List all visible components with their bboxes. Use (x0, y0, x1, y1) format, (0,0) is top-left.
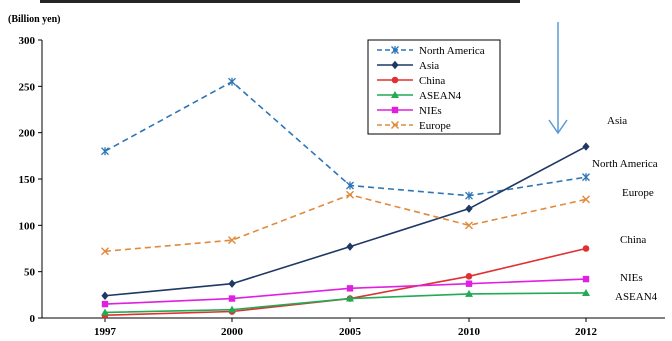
marker-stroke (582, 195, 590, 204)
y-tick-label: 300 (19, 35, 36, 47)
data-point-asia (101, 291, 109, 300)
legend-item-china: China (377, 75, 445, 87)
end-label-nies: NIEs (620, 272, 643, 284)
legend-swatch-marker (391, 106, 399, 114)
data-point-asean4 (582, 288, 590, 296)
series-line-asean4 (104, 292, 587, 314)
axes: 0 50 100 150 200 250 300 1997 2000 2005 2010 2012 (19, 35, 665, 338)
series-lines (101, 77, 590, 319)
y-tick-label: 50 (24, 267, 36, 279)
marker-stroke (391, 121, 399, 129)
unit-label: (Billion yen) (8, 14, 61, 25)
data-point-europe (582, 195, 590, 204)
end-label-asean4: ASEAN4 (615, 291, 658, 303)
x-tick-label: 2012 (575, 326, 598, 338)
legend-swatch-marker (391, 121, 399, 129)
legend-item-north-america: North America (377, 45, 485, 57)
series-line-north-america (104, 80, 587, 197)
legend: North America Asia China ASEAN4 NIEs Europe (367, 39, 501, 135)
legend-label: Asia (419, 60, 439, 72)
series-line-nies (104, 278, 587, 305)
legend-item-europe: Europe (377, 120, 451, 132)
series-asia (101, 142, 590, 300)
marker-stroke (465, 221, 473, 230)
legend-swatch-marker (391, 91, 399, 98)
data-point-asean4 (101, 308, 109, 316)
annotation-arrow (548, 22, 568, 135)
data-point-europe (346, 190, 354, 199)
data-point-nies (228, 295, 236, 302)
data-point-asean4 (465, 289, 473, 297)
data-point-north-america (228, 77, 236, 86)
series-line-europe (104, 193, 587, 253)
x-tick-label: 2005 (339, 326, 362, 338)
series-asean4 (101, 288, 590, 316)
legend-label: NIEs (419, 105, 442, 117)
marker-stroke (228, 236, 236, 245)
title-strip (0, 0, 672, 7)
end-label-china: China (620, 234, 646, 246)
data-point-north-america (101, 147, 109, 156)
data-point-europe (465, 221, 473, 230)
data-point-china (582, 245, 590, 252)
data-point-nies (465, 280, 473, 287)
data-point-asia (582, 142, 590, 151)
legend-swatch-marker (391, 60, 399, 70)
x-tick-label: 2010 (458, 326, 481, 338)
x-tick-label: 1997 (94, 326, 117, 338)
data-point-asia (228, 279, 236, 288)
legend-item-asia: Asia (377, 60, 439, 72)
data-point-nies (582, 275, 590, 283)
legend-item-nies: NIEs (377, 105, 442, 117)
end-label-north-america: North America (592, 158, 658, 170)
series-nies (101, 275, 590, 308)
legend-swatch-marker (391, 46, 399, 54)
series-line-asia (104, 145, 587, 297)
data-point-nies (101, 300, 109, 308)
y-tick-label: 150 (19, 174, 36, 186)
data-point-europe (101, 247, 109, 256)
end-label-asia: Asia (607, 115, 627, 127)
legend-label: Europe (419, 120, 451, 132)
end-labels: North America Asia China ASEAN4 NIEs Europe (592, 115, 658, 303)
title-fragment (40, 0, 520, 3)
data-point-nies (346, 285, 354, 292)
data-point-asean4 (228, 305, 236, 313)
y-tick-label: 100 (19, 220, 36, 232)
end-label-europe: Europe (622, 187, 654, 199)
series-north-america (101, 77, 590, 200)
data-point-asean4 (346, 294, 354, 302)
legend-label: North America (419, 45, 485, 57)
legend-label: ASEAN4 (419, 90, 462, 102)
legend-item-asean4: ASEAN4 (377, 90, 462, 102)
legend-label: China (419, 75, 445, 87)
data-point-north-america (346, 181, 354, 190)
legend-box (367, 39, 501, 135)
y-tick-label: 200 (19, 128, 36, 140)
series-europe (101, 190, 590, 256)
y-tick-label: 0 (30, 313, 36, 325)
legend-swatch-marker (391, 76, 399, 84)
data-point-north-america (465, 191, 473, 200)
marker-stroke (101, 247, 109, 256)
data-point-asia (465, 204, 473, 213)
data-point-china (465, 273, 473, 280)
data-point-north-america (582, 173, 590, 182)
marker-stroke (346, 190, 354, 199)
data-point-asia (346, 242, 354, 251)
data-point-europe (228, 236, 236, 245)
y-tick-label: 250 (19, 81, 36, 93)
x-tick-label: 2000 (221, 326, 244, 338)
